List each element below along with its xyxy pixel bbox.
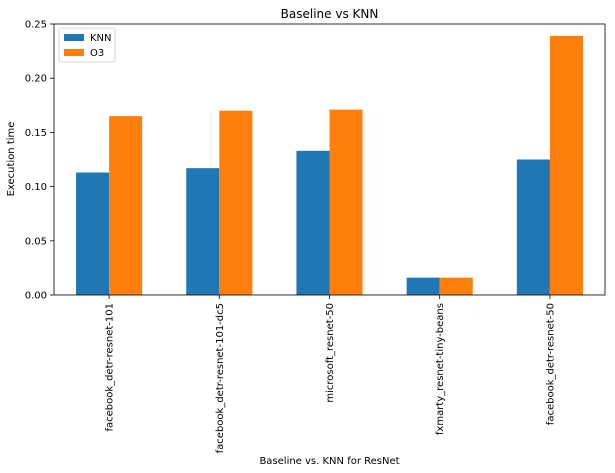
x-axis-label: Baseline vs. KNN for ResNet (259, 456, 399, 467)
y-tick-label: 0.00 (25, 291, 47, 302)
chart-title: Baseline vs KNN (281, 7, 379, 21)
legend-label-o3: O3 (90, 48, 104, 59)
legend: KNN O3 (58, 27, 116, 63)
bar-o3-2 (329, 109, 363, 295)
legend-label-knn: KNN (90, 33, 112, 44)
bar-o3-0 (109, 116, 143, 295)
bar-knn-4 (516, 159, 550, 295)
bar-knn-3 (406, 277, 440, 295)
legend-swatch-knn (64, 34, 84, 41)
bar-knn-2 (296, 150, 330, 295)
bar-o3-4 (549, 35, 583, 295)
x-tick-label: microsoft_resnet-50 (325, 303, 336, 403)
x-tick-label: facebook_detr-resnet-101-dc5 (215, 303, 226, 453)
y-tick-label: 0.20 (25, 74, 47, 85)
y-axis-label: Execution time (6, 122, 17, 197)
x-axis: facebook_detr-resnet-101 facebook_detr-re… (105, 295, 556, 453)
bar-knn-1 (186, 168, 220, 295)
x-tick-label: facebook_detr-resnet-50 (545, 303, 556, 425)
x-tick-label: fxmarty_resnet-tiny-beans (435, 303, 446, 435)
bar-o3-3 (439, 277, 473, 295)
y-tick-label: 0.15 (25, 128, 47, 139)
y-tick-label: 0.25 (25, 20, 47, 31)
y-tick-label: 0.10 (25, 182, 47, 193)
y-axis: 0.00 0.05 0.10 0.15 0.20 0.25 (25, 20, 54, 302)
legend-swatch-o3 (64, 49, 84, 56)
bar-knn-0 (76, 172, 110, 295)
y-tick-label: 0.05 (25, 236, 47, 247)
plot-area (53, 23, 606, 296)
x-tick-label: facebook_detr-resnet-101 (105, 303, 116, 432)
bar-o3-1 (219, 110, 253, 295)
